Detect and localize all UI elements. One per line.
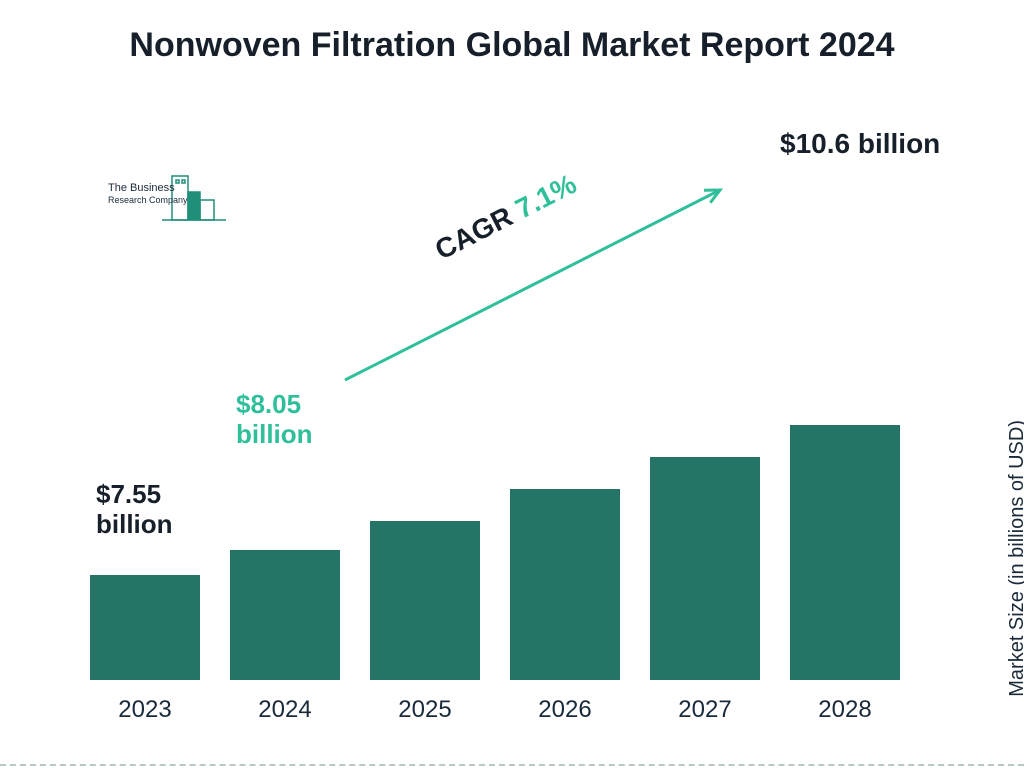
x-label-2026: 2026 (510, 696, 620, 724)
x-label-2023: 2023 (90, 696, 200, 724)
bar-2025 (370, 521, 480, 680)
x-axis: 2023 2024 2025 2026 2027 2028 (90, 690, 930, 730)
value-label-0: $7.55billion (96, 480, 173, 540)
x-label-2025: 2025 (370, 696, 480, 724)
y-axis-label: Market Size (in billions of USD) (1006, 420, 1024, 697)
bars-container (90, 160, 930, 680)
value-label-1: $8.05billion (236, 390, 313, 450)
bar-2023 (90, 575, 200, 680)
chart-plot-area (90, 160, 930, 680)
x-label-2027: 2027 (650, 696, 760, 724)
chart-title: Nonwoven Filtration Global Market Report… (0, 0, 1024, 67)
x-label-2024: 2024 (230, 696, 340, 724)
bar-2024 (230, 550, 340, 680)
value-label-2: $10.6 billion (780, 128, 940, 160)
bar-2027 (650, 457, 760, 680)
bar-2026 (510, 489, 620, 680)
bottom-divider (0, 764, 1024, 766)
x-label-2028: 2028 (790, 696, 900, 724)
bar-2028 (790, 425, 900, 680)
